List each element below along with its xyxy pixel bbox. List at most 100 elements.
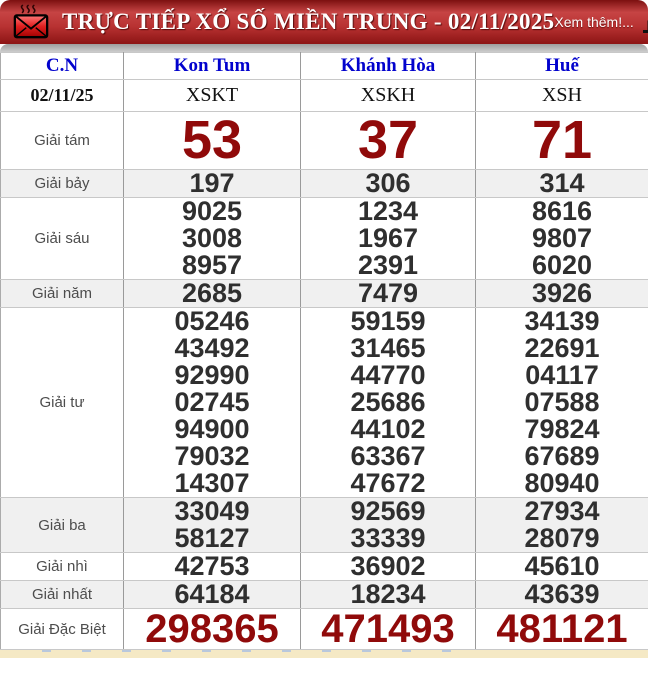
prize-label: Giải năm <box>0 279 124 308</box>
prize-numbers: 8616 9807 6020 <box>475 196 648 280</box>
prize-row: Giải Đặc Biệt 298365 471493 481121 <box>0 607 648 651</box>
prize-numbers: 7479 <box>300 278 476 308</box>
station-row: 02/11/25 XSKT XSKH XSH <box>0 79 648 112</box>
prize-numbers: 45610 <box>475 551 648 581</box>
prize-number: 6020 <box>531 250 593 280</box>
prize-number: 25686 <box>350 387 426 417</box>
prize-numbers: 481121 <box>475 608 648 650</box>
station-code-xskh: XSKH <box>300 79 476 112</box>
prize-numbers: 2685 <box>123 278 301 308</box>
prize-number: 80940 <box>524 468 600 498</box>
prize-row: Giải ba 33049 58127 92569 33339 27934 28079 <box>0 496 648 553</box>
prize-number: 298365 <box>145 607 279 651</box>
prize-number: 36902 <box>350 551 426 581</box>
prize-number: 92569 <box>350 496 426 526</box>
column-header-row: C.N Kon Tum Khánh Hòa Huế <box>0 52 648 80</box>
prize-number: 3926 <box>531 278 593 308</box>
station-code-xskt: XSKT <box>123 79 301 112</box>
prize-label: Giải tư <box>0 307 124 498</box>
page-title: TRỰC TIẾP XỔ SỐ MIỀN TRUNG - 02/11/2025 <box>62 9 555 34</box>
prize-number: 18234 <box>350 579 426 609</box>
prize-number: 45610 <box>524 551 600 581</box>
prize-number: 22691 <box>524 333 600 363</box>
table-top-strip <box>0 44 648 52</box>
prize-number: 1967 <box>357 223 419 253</box>
prize-number: 44770 <box>350 360 426 390</box>
prize-number: 05246 <box>174 306 250 336</box>
results-table: C.N Kon Tum Khánh Hòa Huế 02/11/25 XSKT … <box>0 52 648 650</box>
column-header-kon-tum[interactable]: Kon Tum <box>123 52 301 80</box>
prize-numbers: 36902 <box>300 551 476 581</box>
envelope-icon <box>12 3 50 41</box>
draw-date: 02/11/25 <box>0 79 124 112</box>
prize-numbers: 43639 <box>475 579 648 609</box>
prize-number: 7479 <box>357 278 419 308</box>
prize-number: 1234 <box>357 196 419 226</box>
prize-numbers: 9025 3008 8957 <box>123 196 301 280</box>
prize-number: 59159 <box>350 306 426 336</box>
prize-numbers: 3926 <box>475 278 648 308</box>
prize-numbers: 314 <box>475 168 648 198</box>
prize-numbers: 59159 31465 44770 25686 44102 63367 47672 <box>300 306 476 498</box>
prize-number: 8957 <box>181 250 243 280</box>
prize-number: 02745 <box>174 387 250 417</box>
prize-number: 43639 <box>524 579 600 609</box>
prize-number: 9025 <box>181 196 243 226</box>
prize-number: 33049 <box>174 496 250 526</box>
prize-numbers: 298365 <box>123 607 301 651</box>
prize-number: 47672 <box>350 468 426 498</box>
prize-numbers: 34139 22691 04117 07588 79824 67689 80940 <box>475 307 648 498</box>
prize-number: 197 <box>189 168 235 198</box>
prize-label: Giải ba <box>0 497 124 553</box>
prize-numbers: 27934 28079 <box>475 496 648 553</box>
prize-number: 33339 <box>350 523 426 553</box>
prize-number: 28079 <box>524 523 600 553</box>
prize-label: Giải sáu <box>0 197 124 280</box>
prize-row: Giải năm 2685 7479 3926 <box>0 278 648 308</box>
prize-number: 314 <box>539 168 585 198</box>
prize-number: 471493 <box>321 607 455 651</box>
prize-numbers: 64184 <box>123 579 301 609</box>
prize-number: 3008 <box>181 223 243 253</box>
bar-chart-icon[interactable] <box>642 9 648 35</box>
prize-number: 94900 <box>174 414 250 444</box>
prize-number: 306 <box>365 168 411 198</box>
prize-number: 27934 <box>524 496 600 526</box>
prize-row: Giải nhất 64184 18234 43639 <box>0 579 648 609</box>
prize-number: 64184 <box>174 579 250 609</box>
prize-number: 63367 <box>350 441 426 471</box>
prize-number: 79824 <box>524 414 600 444</box>
prize-row: Giải nhì 42753 36902 45610 <box>0 551 648 581</box>
column-header-hue[interactable]: Huế <box>475 52 648 80</box>
column-header-cn: C.N <box>0 52 124 80</box>
see-more-link[interactable]: Xem thêm!... <box>554 14 634 30</box>
prize-number: 2391 <box>357 250 419 280</box>
station-code-xsh: XSH <box>475 79 648 112</box>
prize-numbers: 37 <box>300 111 476 170</box>
prize-number: 67689 <box>524 441 600 471</box>
prize-numbers: 92569 33339 <box>300 496 476 553</box>
prize-number: 71 <box>531 110 593 170</box>
prize-number: 44102 <box>350 414 426 444</box>
prize-row: Giải bảy 197 306 314 <box>0 168 648 198</box>
prize-numbers: 306 <box>300 168 476 198</box>
prize-numbers: 42753 <box>123 551 301 581</box>
prize-numbers: 33049 58127 <box>123 496 301 553</box>
prize-label: Giải nhì <box>0 552 124 581</box>
prize-number: 43492 <box>174 333 250 363</box>
prize-numbers: 05246 43492 92990 02745 94900 79032 14307 <box>123 306 301 498</box>
prize-numbers: 18234 <box>300 579 476 609</box>
prize-number: 79032 <box>174 441 250 471</box>
prize-label: Giải tám <box>0 111 124 170</box>
prize-number: 07588 <box>524 387 600 417</box>
prize-number: 2685 <box>181 278 243 308</box>
column-header-khanh-hoa[interactable]: Khánh Hòa <box>300 52 476 80</box>
prize-label: Giải bảy <box>0 169 124 198</box>
prize-number: 92990 <box>174 360 250 390</box>
prize-number: 31465 <box>350 333 426 363</box>
prize-number: 8616 <box>531 196 593 226</box>
prize-number: 42753 <box>174 551 250 581</box>
prize-numbers: 1234 1967 2391 <box>300 196 476 280</box>
prize-numbers: 53 <box>123 111 301 170</box>
